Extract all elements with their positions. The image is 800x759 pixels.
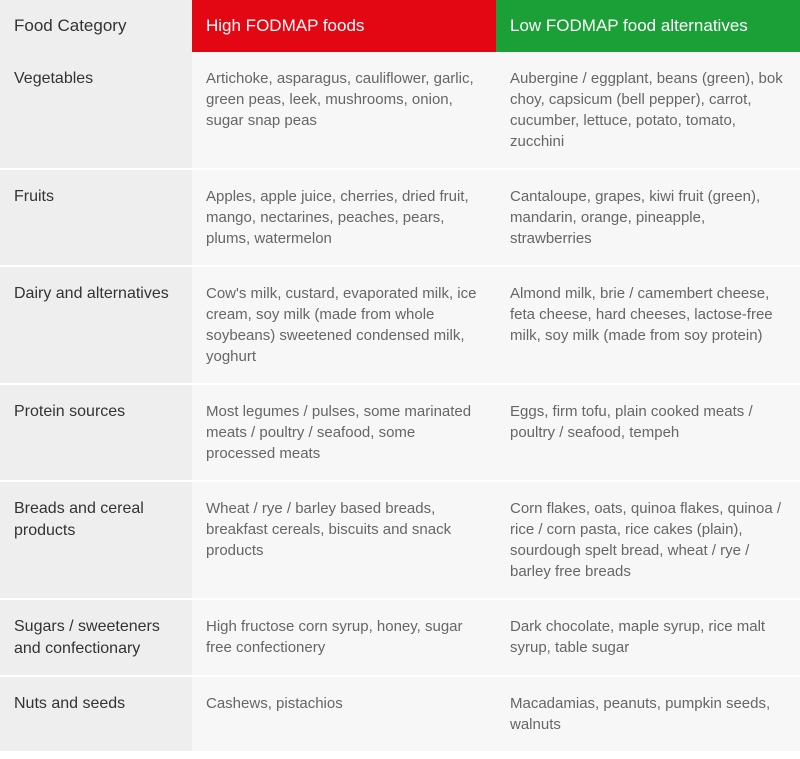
cell-high: Artichoke, asparagus, cauliflower, garli… <box>192 52 496 168</box>
table-row: FruitsApples, apple juice, cherries, dri… <box>0 170 800 267</box>
cell-high: Wheat / rye / barley based breads, break… <box>192 482 496 598</box>
table-row: Dairy and alternativesCow's milk, custar… <box>0 267 800 385</box>
header-high: High FODMAP foods <box>192 0 496 52</box>
cell-category: Dairy and alternatives <box>0 267 192 383</box>
cell-high: High fructose corn syrup, honey, sugar f… <box>192 600 496 675</box>
cell-high: Apples, apple juice, cherries, dried fru… <box>192 170 496 265</box>
cell-category: Sugars / sweeteners and confectionary <box>0 600 192 675</box>
cell-low: Cantaloupe, grapes, kiwi fruit (green), … <box>496 170 800 265</box>
cell-low: Dark chocolate, maple syrup, rice malt s… <box>496 600 800 675</box>
header-low: Low FODMAP food alternatives <box>496 0 800 52</box>
cell-category: Vegetables <box>0 52 192 168</box>
table-row: Protein sourcesMost legumes / pulses, so… <box>0 385 800 482</box>
cell-low: Macadamias, peanuts, pumpkin seeds, waln… <box>496 677 800 751</box>
table-row: Breads and cereal productsWheat / rye / … <box>0 482 800 600</box>
cell-category: Nuts and seeds <box>0 677 192 751</box>
cell-high: Cashews, pistachios <box>192 677 496 751</box>
header-category: Food Category <box>0 0 192 52</box>
cell-low: Almond milk, brie / camembert cheese, fe… <box>496 267 800 383</box>
table-row: Nuts and seedsCashews, pistachiosMacadam… <box>0 677 800 753</box>
cell-low: Eggs, firm tofu, plain cooked meats / po… <box>496 385 800 480</box>
cell-low: Aubergine / eggplant, beans (green), bok… <box>496 52 800 168</box>
cell-category: Fruits <box>0 170 192 265</box>
table-header-row: Food Category High FODMAP foods Low FODM… <box>0 0 800 52</box>
cell-category: Protein sources <box>0 385 192 480</box>
cell-category: Breads and cereal products <box>0 482 192 598</box>
fodmap-table: Food Category High FODMAP foods Low FODM… <box>0 0 800 753</box>
cell-high: Most legumes / pulses, some marinated me… <box>192 385 496 480</box>
cell-high: Cow's milk, custard, evaporated milk, ic… <box>192 267 496 383</box>
table-row: VegetablesArtichoke, asparagus, cauliflo… <box>0 52 800 170</box>
table-body: VegetablesArtichoke, asparagus, cauliflo… <box>0 52 800 753</box>
cell-low: Corn flakes, oats, quinoa flakes, quinoa… <box>496 482 800 598</box>
table-row: Sugars / sweeteners and confectionaryHig… <box>0 600 800 677</box>
